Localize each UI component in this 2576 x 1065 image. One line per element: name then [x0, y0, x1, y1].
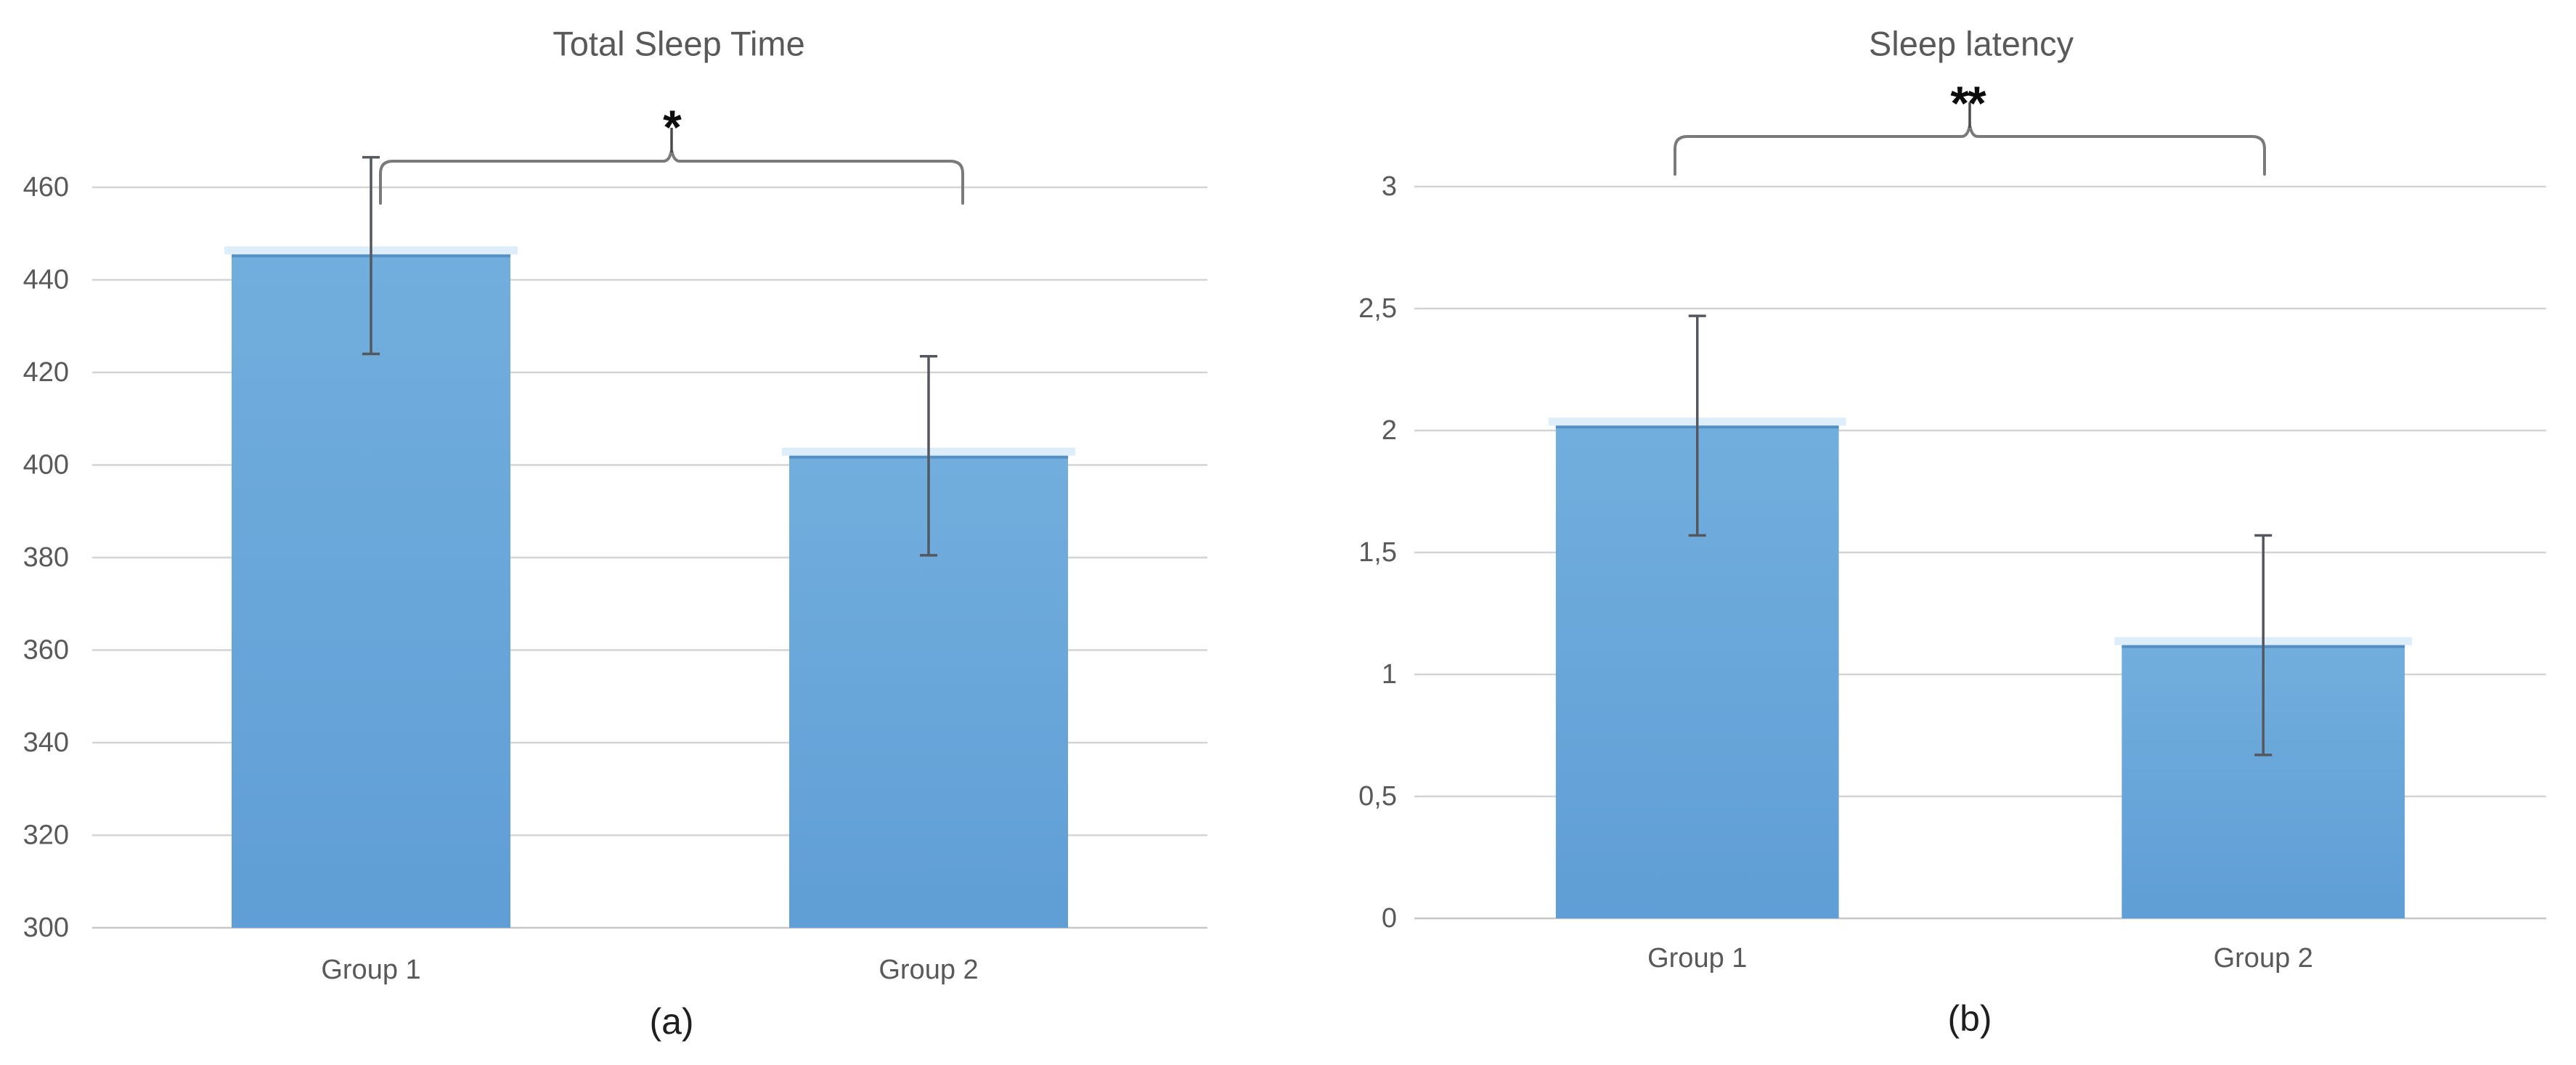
y-axis-tick-label: 420: [23, 357, 69, 388]
x-axis-label-group-2: Group 2: [2214, 943, 2313, 974]
significance-stars-b: **: [1950, 76, 1986, 130]
y-axis-tick-label: 300: [23, 913, 69, 943]
panel-caption-a: (a): [649, 1001, 693, 1042]
y-axis-tick-label: 0,5: [1358, 781, 1397, 812]
significance-bracket: [1674, 125, 2266, 176]
significance-stars-a: *: [663, 100, 682, 154]
y-axis-tick-label: 320: [23, 820, 69, 851]
x-axis-label-group-1: Group 1: [1647, 943, 1747, 974]
y-axis-tick-label: 360: [23, 635, 69, 666]
y-axis-tick-label: 0: [1382, 903, 1397, 934]
x-axis-label-group-2: Group 2: [879, 955, 978, 985]
panel-b: 0 0,5 1 1,5 2 2,5 3 Group 1 Group 2 Sleep latenc…: [1358, 25, 2546, 1039]
y-axis-tick-label: 3: [1382, 171, 1397, 202]
y-axis-tick-label: 340: [23, 727, 69, 758]
bar-group-1: [232, 254, 510, 928]
y-axis-tick-label: 1: [1382, 659, 1397, 690]
panel-caption-b: (b): [1947, 998, 1992, 1039]
y-axis-tick-label: 2,5: [1358, 293, 1397, 324]
y-axis-tick-label: 440: [23, 265, 69, 295]
y-axis-tick-label: 2: [1382, 415, 1397, 446]
chart-title-sleep-latency: Sleep latency: [1869, 25, 2074, 63]
y-axis-tick-label: 1,5: [1358, 537, 1397, 568]
panel-a: 300 320 340 360 380 400 420 440 460 Group 1 Group …: [23, 25, 1207, 1042]
panel-b-chart-layer: 0 0,5 1 1,5 2 2,5 3 Group 1 Group 2: [1358, 102, 2546, 974]
panel-a-chart-layer: 300 320 340 360 380 400 420 440 460 Group 1 Group …: [23, 128, 1207, 985]
chart-title-total-sleep-time: Total Sleep Time: [553, 25, 804, 63]
x-axis-label-group-1: Group 1: [321, 955, 420, 985]
significance-bracket: [379, 150, 964, 205]
y-axis-tick-label: 400: [23, 450, 69, 481]
y-axis-tick-label: 380: [23, 542, 69, 573]
y-axis-tick-label: 460: [23, 172, 69, 203]
